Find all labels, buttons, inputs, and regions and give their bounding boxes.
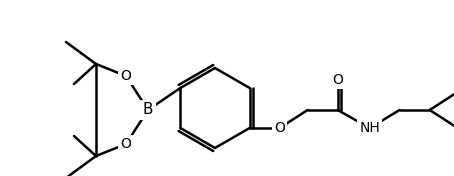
Text: O: O (121, 69, 132, 83)
Text: O: O (274, 121, 285, 135)
Text: B: B (143, 102, 153, 118)
Text: O: O (332, 73, 343, 87)
Text: O: O (121, 137, 132, 151)
Text: NH: NH (359, 121, 380, 135)
